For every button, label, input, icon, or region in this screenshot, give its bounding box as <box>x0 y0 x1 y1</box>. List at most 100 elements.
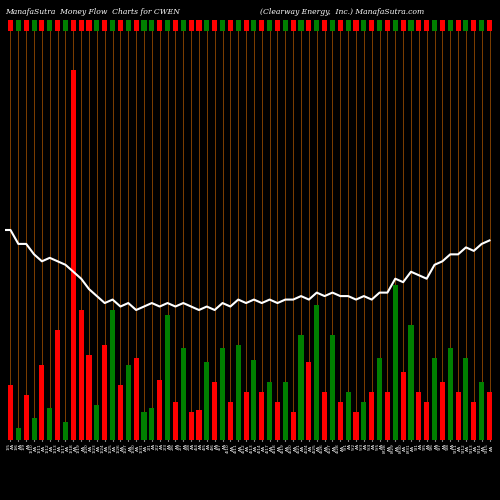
Bar <box>134 358 138 440</box>
Bar <box>24 20 29 30</box>
Bar <box>32 418 36 440</box>
Bar <box>86 20 92 30</box>
Bar <box>290 412 296 440</box>
Bar <box>392 20 398 30</box>
Bar <box>150 20 154 30</box>
Bar <box>188 20 194 30</box>
Bar <box>134 20 138 30</box>
Bar <box>126 365 131 440</box>
Bar <box>290 20 296 30</box>
Bar <box>479 382 484 440</box>
Bar <box>408 20 414 30</box>
Bar <box>346 392 350 440</box>
Bar <box>63 422 68 440</box>
Bar <box>471 402 476 440</box>
Bar <box>173 20 178 30</box>
Bar <box>354 412 358 440</box>
Bar <box>392 285 398 440</box>
Bar <box>180 348 186 440</box>
Bar <box>102 20 108 30</box>
Bar <box>464 20 468 30</box>
Bar <box>377 358 382 440</box>
Bar <box>298 335 304 440</box>
Bar <box>204 362 210 440</box>
Bar <box>196 20 202 30</box>
Bar <box>464 358 468 440</box>
Bar <box>220 20 225 30</box>
Bar <box>306 20 312 30</box>
Bar <box>16 20 21 30</box>
Bar <box>165 20 170 30</box>
Bar <box>346 20 350 30</box>
Bar <box>71 70 76 440</box>
Bar <box>330 20 335 30</box>
Bar <box>173 402 178 440</box>
Bar <box>244 392 248 440</box>
Bar <box>424 402 429 440</box>
Bar <box>432 358 437 440</box>
Bar <box>362 402 366 440</box>
Bar <box>377 20 382 30</box>
Bar <box>456 392 460 440</box>
Bar <box>322 20 327 30</box>
Bar <box>236 345 241 440</box>
Bar <box>416 392 422 440</box>
Bar <box>267 20 272 30</box>
Bar <box>228 402 233 440</box>
Bar <box>47 408 52 440</box>
Bar <box>369 392 374 440</box>
Bar <box>47 20 52 30</box>
Bar <box>314 20 320 30</box>
Bar <box>40 365 44 440</box>
Bar <box>416 20 422 30</box>
Bar <box>78 20 84 30</box>
Bar <box>212 382 217 440</box>
Bar <box>385 20 390 30</box>
Bar <box>314 305 320 440</box>
Bar <box>40 20 44 30</box>
Bar <box>63 20 68 30</box>
Bar <box>448 20 453 30</box>
Bar <box>298 20 304 30</box>
Bar <box>456 20 460 30</box>
Bar <box>24 395 29 440</box>
Bar <box>220 348 225 440</box>
Bar <box>283 382 288 440</box>
Bar <box>479 20 484 30</box>
Bar <box>487 392 492 440</box>
Bar <box>440 20 445 30</box>
Bar <box>8 20 13 30</box>
Bar <box>440 382 445 440</box>
Bar <box>212 20 217 30</box>
Bar <box>157 380 162 440</box>
Bar <box>78 310 84 440</box>
Text: (Clearway Energy,  Inc.) ManafaSutra.com: (Clearway Energy, Inc.) ManafaSutra.com <box>260 8 424 16</box>
Bar <box>283 20 288 30</box>
Bar <box>362 20 366 30</box>
Bar <box>400 372 406 440</box>
Bar <box>432 20 437 30</box>
Bar <box>142 412 146 440</box>
Bar <box>252 360 256 440</box>
Bar <box>275 20 280 30</box>
Bar <box>275 402 280 440</box>
Bar <box>165 315 170 440</box>
Bar <box>448 348 453 440</box>
Bar <box>55 20 60 30</box>
Bar <box>252 20 256 30</box>
Bar <box>16 428 21 440</box>
Bar <box>94 20 100 30</box>
Bar <box>487 20 492 30</box>
Bar <box>471 20 476 30</box>
Bar <box>330 335 335 440</box>
Bar <box>126 20 131 30</box>
Bar <box>236 20 241 30</box>
Bar <box>8 385 13 440</box>
Bar <box>306 362 312 440</box>
Bar <box>338 402 343 440</box>
Bar <box>322 392 327 440</box>
Bar <box>142 20 146 30</box>
Bar <box>118 20 123 30</box>
Bar <box>354 20 358 30</box>
Bar <box>150 408 154 440</box>
